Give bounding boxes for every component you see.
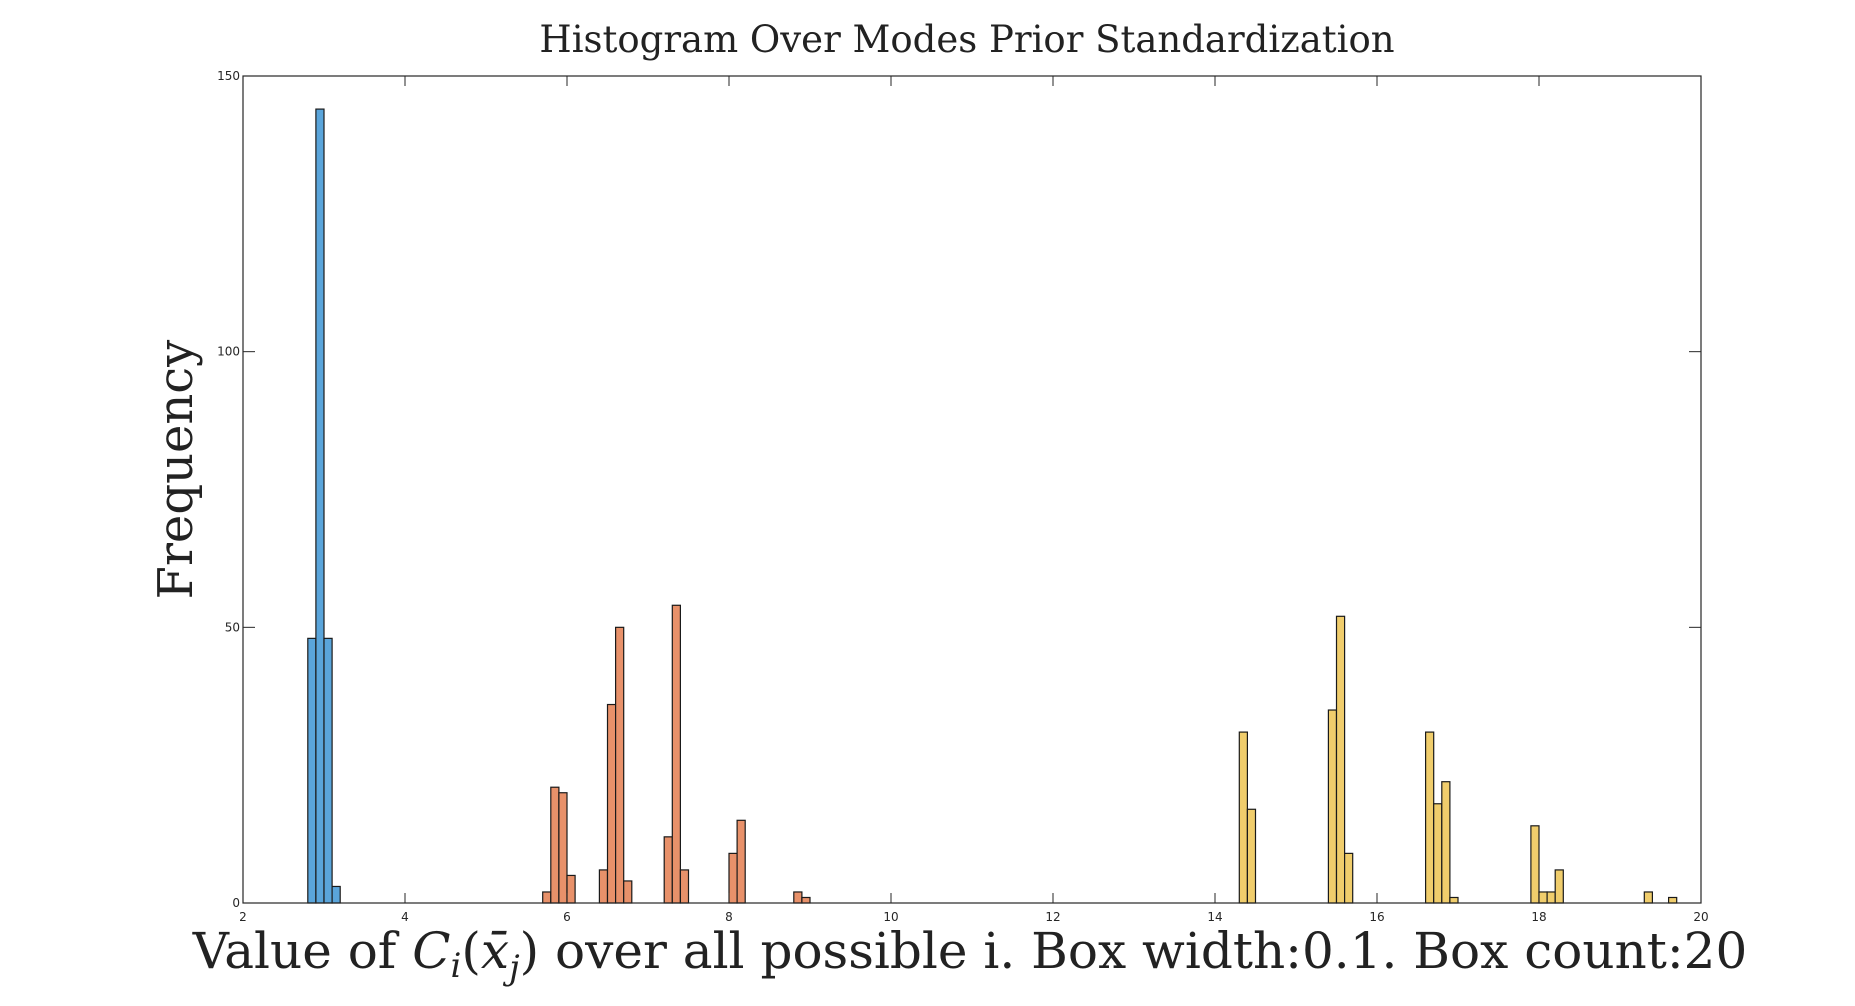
x-axis-label-math-base: C [412,922,450,980]
histogram-bar-s2-9 [1530,825,1540,904]
histogram-bar-s0-2 [323,637,333,904]
histogram-bar-s2-11 [1546,891,1556,904]
histogram-bar-s1-8 [663,836,673,904]
histogram-bar-s2-2 [1327,709,1338,904]
histogram-bar-s1-11 [728,852,738,904]
histogram-bar-s2-7 [1441,781,1451,904]
histogram-bar-s1-1 [550,786,560,904]
histogram-bar-s2-3 [1335,615,1346,904]
x-axis-label-math-close: ) [520,922,540,980]
histogram-bar-s1-3 [566,874,576,904]
x-tick-label: 20 [1693,910,1708,924]
bars-layer [307,108,1678,904]
histogram-bar-s2-4 [1343,852,1354,904]
histogram-bar-s2-12 [1554,869,1564,904]
x-tick-label: 4 [401,910,409,924]
x-axis-label-before: Value of [192,922,413,980]
histogram-bar-s1-5 [606,703,617,904]
histogram-bar-s0-3 [331,885,341,904]
histogram-bar-s1-13 [793,891,803,904]
histogram-bar-s1-2 [558,792,568,904]
histogram-bar-s1-12 [736,819,746,904]
x-axis-label-math-sub: i [450,946,461,986]
x-tick-label: 12 [1045,910,1060,924]
chart-title: Histogram Over Modes Prior Standardizati… [539,18,1394,61]
histogram-bar-s2-6 [1433,803,1443,904]
x-tick-label: 10 [883,910,898,924]
histogram-bar-s2-13 [1643,891,1654,904]
histogram-bar-s1-7 [623,880,633,904]
x-tick-label: 16 [1369,910,1384,924]
histogram-bar-s1-14 [801,896,811,904]
y-axis-label: Frequency [148,340,204,600]
histogram-bar-s1-0 [542,891,552,904]
histogram-bar-s1-6 [614,626,625,904]
histogram-bar-s0-1 [315,108,325,904]
histogram-bar-s1-9 [671,604,681,904]
x-tick-label: 8 [725,910,733,924]
y-tick-label: 100 [217,345,240,359]
x-tick-label: 14 [1207,910,1222,924]
x-axis-label-math-var: x̄ [481,922,509,980]
y-tick-label: 50 [225,620,240,634]
histogram-bar-s2-1 [1246,808,1257,904]
x-axis-label-math-open: ( [461,922,481,980]
ticks-layer: 2 4 6 8 10 12 14 16 18 20 0 50 100 150 [217,69,1709,924]
plot-frame [242,75,1702,904]
histogram-bar-s2-5 [1424,731,1435,904]
histogram-bar-s2-14 [1667,896,1678,904]
x-axis-label-after: over all possible i. Box width:0.1. Box … [539,922,1747,980]
histogram-bar-s2-0 [1238,731,1249,904]
x-axis-label: Value of Ci(x̄j) over all possible i. Bo… [192,922,1748,988]
x-tick-label: 2 [239,910,247,924]
y-tick-label: 150 [217,69,240,83]
x-tick-label: 18 [1531,910,1546,924]
histogram-bar-s1-4 [598,869,609,904]
y-tick-label: 0 [232,896,240,910]
histogram-bar-s1-10 [679,869,690,904]
histogram-bar-s0-0 [307,637,317,904]
histogram-bar-s2-8 [1449,896,1459,904]
x-tick-label: 6 [563,910,571,924]
histogram-bar-s2-10 [1538,891,1548,904]
